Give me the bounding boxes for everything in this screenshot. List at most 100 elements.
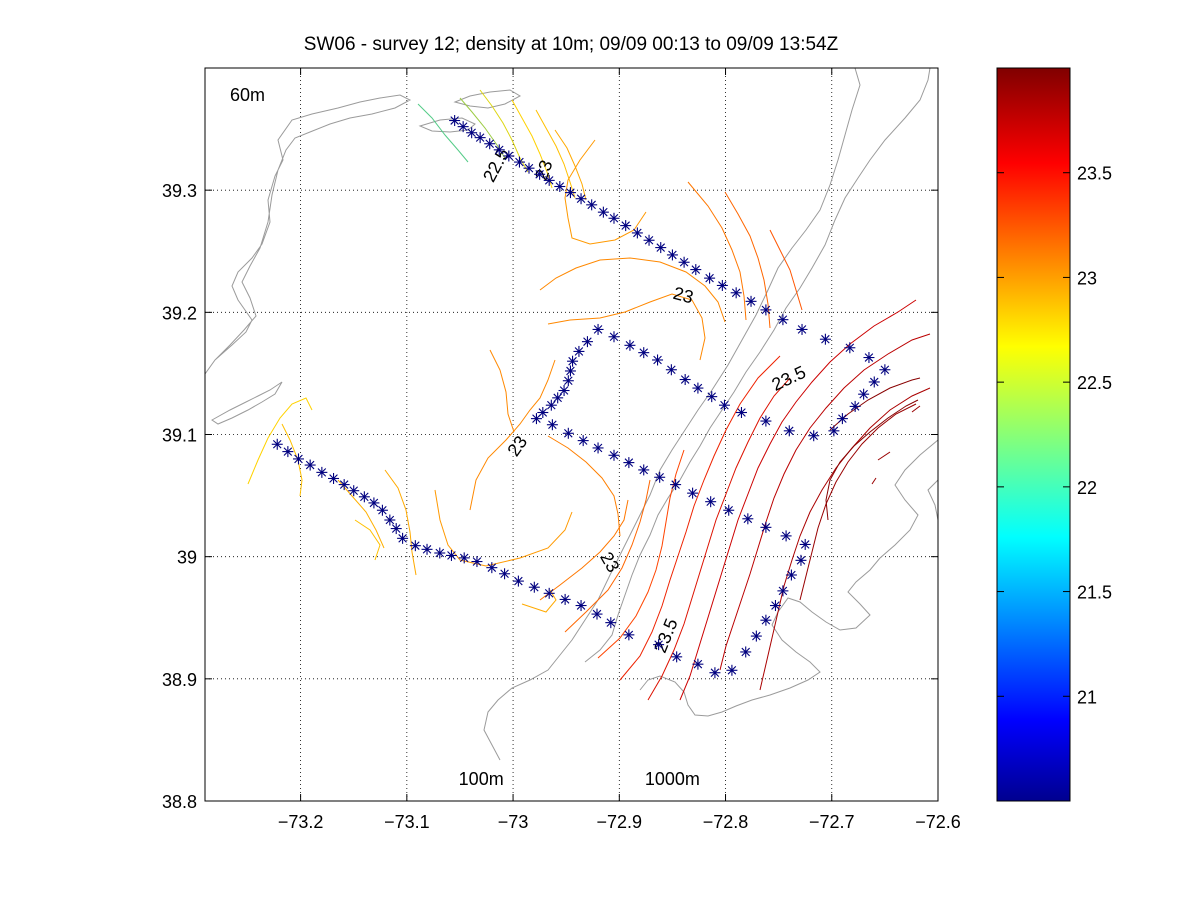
density-contour-23.0f: [547, 435, 621, 537]
station-marker: [292, 453, 304, 465]
density-contour-west-4: [384, 469, 417, 576]
station-marker: [554, 181, 566, 193]
station-marker: [564, 187, 576, 199]
station-marker: [745, 295, 757, 307]
station-marker: [692, 658, 704, 670]
station-marker: [559, 593, 571, 605]
station-marker: [546, 419, 558, 431]
station-marker: [740, 646, 752, 658]
station-marker: [777, 585, 789, 597]
station-marker: [543, 174, 555, 186]
station-marker: [750, 630, 762, 642]
station-marker: [631, 227, 643, 239]
density-contour-23.6b: [799, 403, 917, 601]
station-marker: [530, 413, 542, 425]
station-marker: [783, 425, 795, 437]
density-contour-22.7: [535, 109, 576, 199]
x-tick-label: −72.7: [809, 812, 855, 832]
station-marker: [338, 479, 350, 491]
station-marker: [849, 400, 861, 412]
density-contour-west-3: [337, 479, 385, 549]
isobath-mid-shelf: [211, 381, 283, 425]
station-marker: [409, 540, 421, 552]
station-marker: [638, 464, 650, 476]
station-marker: [760, 614, 772, 626]
station-marker: [858, 388, 870, 400]
station-marker: [726, 664, 738, 676]
station-marker: [844, 342, 856, 354]
station-marker: [421, 543, 433, 555]
station-marker: [666, 249, 678, 261]
station-marker: [665, 364, 677, 376]
isobath-label: 60m: [230, 85, 265, 105]
station-marker: [523, 162, 535, 174]
station-marker: [358, 491, 370, 503]
station-marker: [709, 667, 721, 679]
station-marker: [597, 206, 609, 218]
density-contour-22.3: [417, 103, 469, 163]
station-marker: [679, 374, 691, 386]
density-contour-23.2: [724, 191, 771, 329]
station-marker: [706, 391, 718, 403]
station-marker: [581, 336, 593, 348]
station-marker: [534, 168, 546, 180]
station-marker: [796, 323, 808, 335]
station-marker: [591, 608, 603, 620]
station-marker: [716, 279, 728, 291]
isobath-labels: 60m 100m 1000m: [230, 85, 700, 789]
station-marker: [620, 220, 632, 232]
isobath-label: 1000m: [645, 769, 700, 789]
station-marker: [528, 581, 540, 593]
station-marker: [474, 132, 486, 144]
isobath-label: 100m: [459, 769, 504, 789]
station-marker: [777, 314, 789, 326]
density-contour-south: [521, 589, 557, 613]
density-contour-23.6a: [759, 387, 931, 691]
station-marker: [384, 514, 396, 526]
station-marker: [457, 121, 469, 133]
x-tick-label: −72.6: [915, 812, 961, 832]
station-marker: [466, 127, 478, 139]
station-marker: [704, 272, 716, 284]
station-marker: [868, 376, 880, 388]
density-contour-23.0g: [539, 499, 629, 601]
station-marker: [769, 600, 781, 612]
x-tick-label: −73.2: [278, 812, 324, 832]
station-marker: [558, 385, 570, 397]
density-contour-23.0d: [469, 359, 556, 511]
density-contour-23.1: [687, 181, 747, 321]
station-marker: [562, 427, 574, 439]
station-marker: [316, 466, 328, 478]
station-marker: [692, 382, 704, 394]
station-marker: [671, 651, 683, 663]
station-marker: [575, 600, 587, 612]
density-contour-23.5b: [719, 333, 931, 671]
density-contour-23.3b: [619, 355, 781, 681]
isobath-60m-inner-2: [418, 117, 476, 133]
station-marker: [643, 234, 655, 246]
station-marker: [512, 575, 524, 587]
station-marker: [503, 150, 515, 162]
station-marker: [499, 568, 511, 580]
colorbar: 21 21.5 22 22.5 23 23.5: [996, 67, 1112, 802]
x-tick-label: −72.9: [597, 812, 643, 832]
bathymetry-contours: [205, 68, 938, 761]
station-marker: [760, 415, 772, 427]
density-contour-23.2b: [597, 449, 685, 659]
station-marker: [605, 617, 617, 629]
density-contour-frag-2: [871, 477, 877, 485]
station-marker: [592, 323, 604, 335]
y-tick-label: 39.3: [162, 181, 197, 201]
x-tick-label: −72.8: [703, 812, 749, 832]
chart-title: SW06 - survey 12; density at 10m; 09/09 …: [304, 34, 839, 55]
station-marker: [562, 375, 574, 387]
station-marker: [484, 138, 496, 150]
isobath-1000m-fringe: [639, 439, 938, 717]
station-marker: [577, 435, 589, 447]
station-marker: [836, 413, 848, 425]
station-marker: [445, 549, 457, 561]
y-tick-labels: 38.8 38.9 39 39.1 39.2 39.3: [162, 181, 197, 812]
x-tick-label: −73.1: [384, 812, 430, 832]
station-marker: [304, 459, 316, 471]
station-marker: [608, 449, 620, 461]
